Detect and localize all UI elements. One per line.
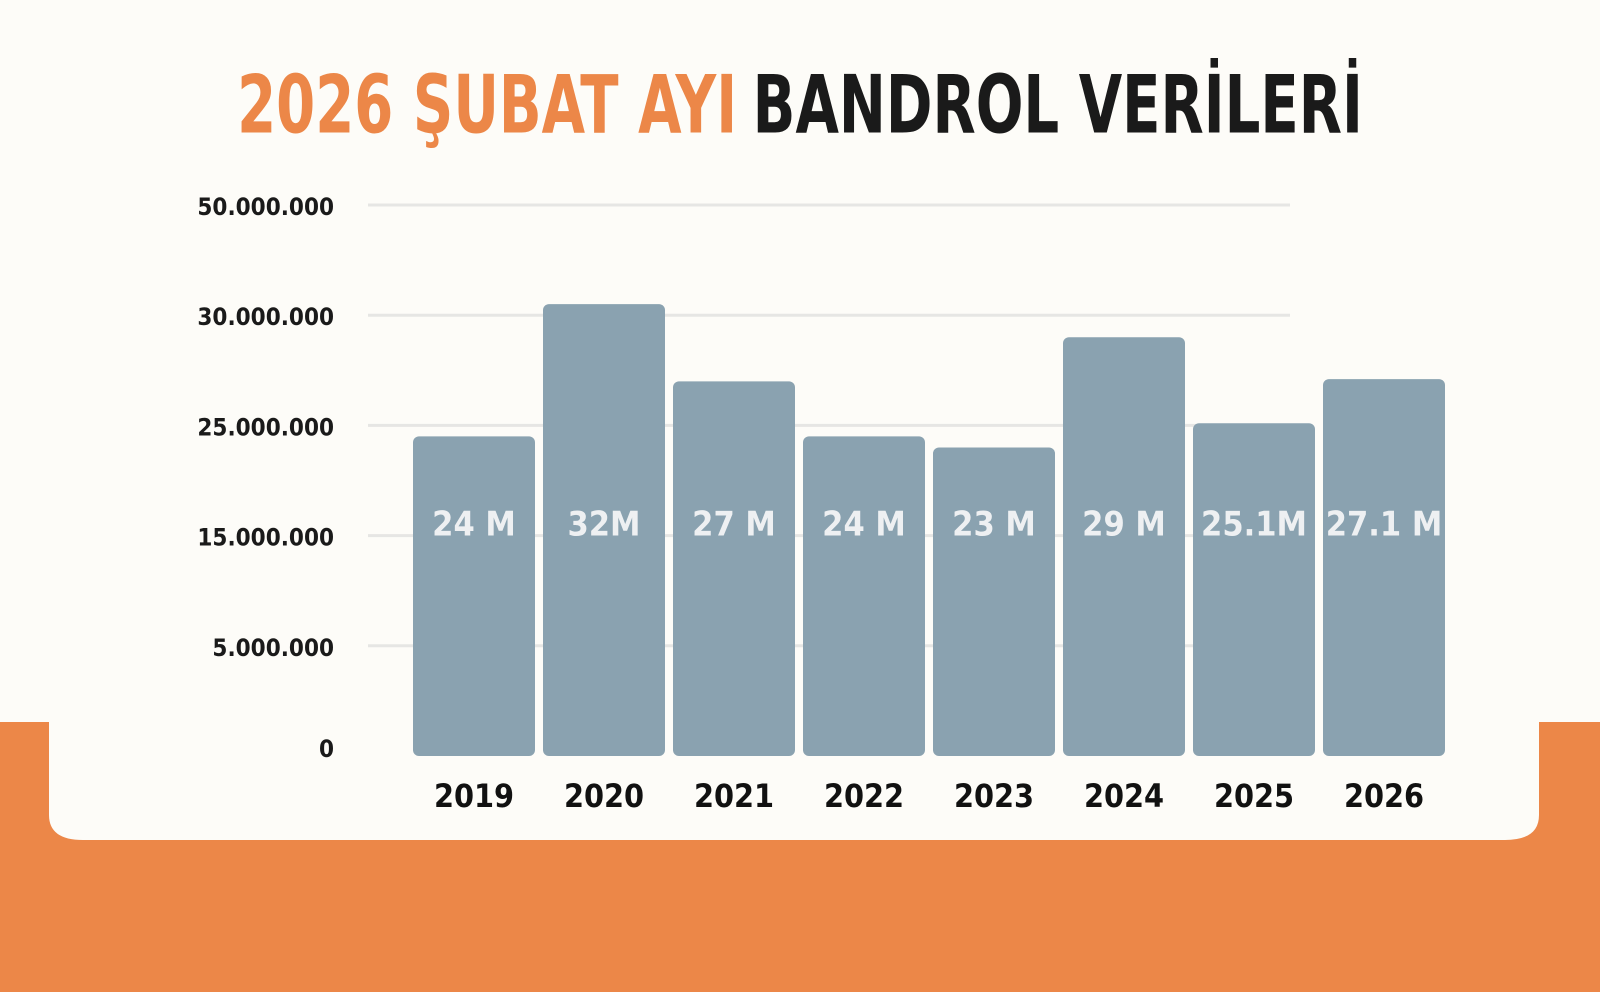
y-tick-label: 50.000.000 — [197, 193, 334, 221]
y-tick-label: 0 — [319, 735, 334, 763]
x-tick-label: 2023 — [954, 777, 1034, 815]
title-rest: BANDROL VERİLERİ — [753, 57, 1363, 151]
y-tick-label: 30.000.000 — [197, 303, 334, 331]
value-label: 23 M — [952, 505, 1036, 545]
bar — [803, 436, 925, 756]
title-highlight: 2026 ŞUBAT AYI — [237, 57, 737, 151]
bar — [413, 436, 535, 756]
value-label: 24 M — [432, 505, 516, 545]
x-tick-label: 2024 — [1084, 777, 1164, 815]
value-label: 27 M — [692, 505, 776, 545]
bar — [933, 447, 1055, 756]
y-tick-label: 15.000.000 — [197, 524, 334, 552]
x-tick-label: 2020 — [564, 777, 644, 815]
x-tick-label: 2025 — [1214, 777, 1294, 815]
x-tick-label: 2026 — [1344, 777, 1424, 815]
bar — [1193, 423, 1315, 756]
x-tick-label: 2021 — [694, 777, 774, 815]
bar — [1063, 337, 1185, 756]
value-label: 32M — [567, 505, 640, 545]
chart-title: 2026 ŞUBAT AYI BANDROL VERİLERİ — [237, 57, 1363, 151]
value-label: 25.1M — [1201, 505, 1307, 545]
x-tick-label: 2022 — [824, 777, 904, 815]
value-label: 27.1 M — [1326, 505, 1443, 545]
value-label: 29 M — [1082, 505, 1166, 545]
y-tick-label: 5.000.000 — [212, 634, 334, 662]
value-label: 24 M — [822, 505, 906, 545]
bar — [543, 304, 665, 756]
bar — [673, 381, 795, 756]
bar — [1323, 379, 1445, 756]
y-tick-label: 25.000.000 — [197, 413, 334, 441]
x-tick-label: 2019 — [434, 777, 514, 815]
